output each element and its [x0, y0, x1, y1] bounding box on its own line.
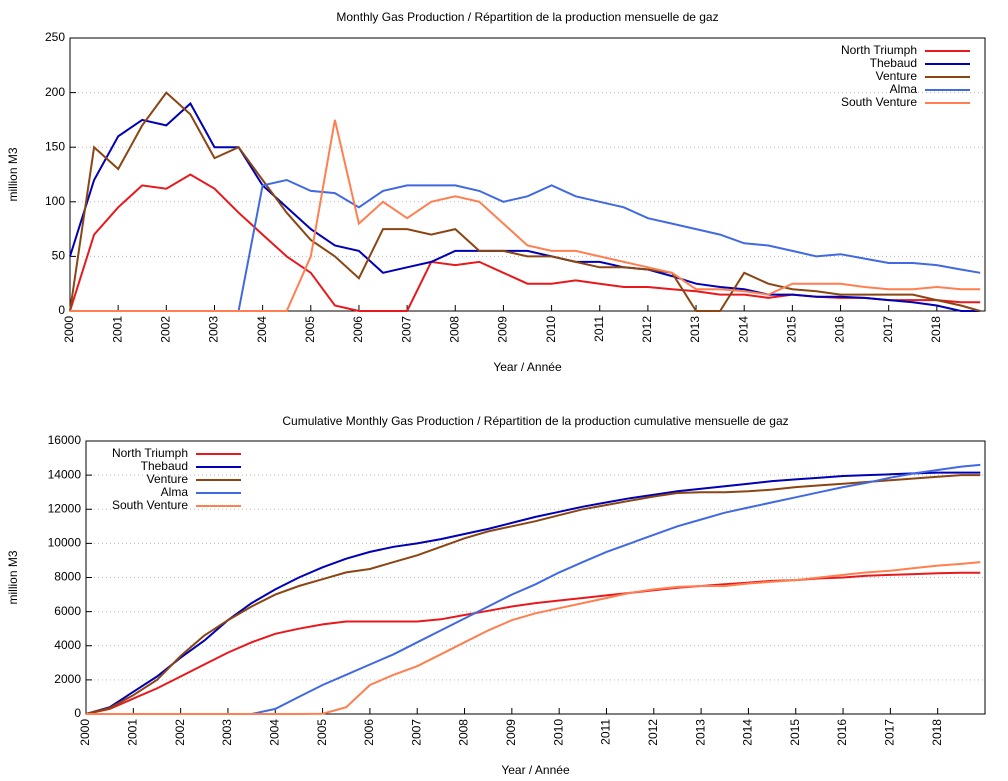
x-tick-label: 2011 — [599, 719, 613, 745]
series-line — [70, 119, 981, 312]
chart-title: Monthly Gas Production / Répartition de … — [336, 10, 718, 24]
y-tick-label: 150 — [45, 139, 65, 153]
y-tick-label: 50 — [52, 249, 66, 263]
x-tick-label: 2017 — [883, 719, 897, 746]
x-tick-label: 2000 — [78, 719, 92, 746]
x-tick-label: 2005 — [315, 719, 329, 746]
x-tick-label: 2009 — [496, 316, 510, 343]
x-tick-label: 2003 — [207, 316, 221, 343]
y-axis-label: million M3 — [6, 147, 20, 201]
legend-label: Venture — [147, 472, 189, 486]
x-tick-label: 2012 — [646, 719, 660, 746]
series-line — [69, 91, 981, 312]
legend-label: South Venture — [841, 95, 917, 109]
legend-label: Alma — [890, 82, 918, 96]
x-tick-label: 2010 — [551, 719, 565, 746]
series-line — [70, 178, 981, 312]
x-tick-label: 2014 — [736, 316, 750, 343]
y-tick-label: 10000 — [48, 536, 82, 550]
legend-label: South Venture — [112, 498, 188, 512]
x-tick-label: 2007 — [399, 316, 413, 343]
x-tick-label: 2002 — [158, 316, 172, 343]
series-line — [85, 571, 981, 715]
x-tick-label: 2012 — [640, 316, 654, 343]
y-tick-label: 4000 — [54, 638, 81, 652]
x-tick-label: 2016 — [835, 719, 849, 746]
x-tick-label: 2002 — [173, 719, 187, 746]
x-tick-label: 2000 — [62, 316, 76, 343]
x-tick-label: 2016 — [833, 316, 847, 343]
legend-label: Alma — [161, 485, 189, 499]
x-axis-label: Year / Année — [501, 763, 570, 777]
x-tick-label: 2018 — [929, 316, 943, 343]
x-tick-label: 2010 — [544, 316, 558, 343]
x-tick-label: 2005 — [303, 316, 317, 343]
x-tick-label: 2008 — [457, 719, 471, 746]
series-line — [69, 101, 981, 312]
x-tick-label: 2011 — [592, 316, 606, 342]
y-tick-label: 250 — [45, 30, 65, 44]
x-tick-label: 2013 — [693, 719, 707, 746]
y-tick-label: 0 — [58, 303, 65, 317]
series-line — [85, 474, 981, 715]
x-tick-label: 2004 — [267, 719, 281, 746]
x-tick-label: 2001 — [125, 719, 139, 746]
x-tick-label: 2017 — [881, 316, 895, 343]
legend-label: North Triumph — [112, 446, 188, 460]
x-axis-label: Year / Année — [493, 360, 562, 374]
y-tick-label: 12000 — [48, 501, 82, 515]
y-tick-label: 0 — [74, 706, 81, 720]
y-tick-label: 8000 — [54, 570, 81, 584]
x-tick-label: 2013 — [688, 316, 702, 343]
y-tick-label: 14000 — [48, 467, 82, 481]
x-tick-label: 2003 — [220, 719, 234, 746]
series-line — [86, 561, 981, 715]
x-tick-label: 2008 — [447, 316, 461, 343]
x-tick-label: 2009 — [504, 719, 518, 746]
x-tick-label: 2006 — [351, 316, 365, 343]
y-tick-label: 2000 — [54, 672, 81, 686]
legend-label: North Triumph — [841, 43, 917, 57]
y-axis-label: million M3 — [6, 550, 20, 604]
legend-label: Thebaud — [870, 56, 917, 70]
x-tick-label: 2006 — [362, 719, 376, 746]
plot-frame — [85, 440, 986, 715]
y-tick-label: 100 — [45, 194, 65, 208]
x-tick-label: 2001 — [110, 316, 124, 343]
y-tick-label: 16000 — [48, 433, 82, 447]
plot-frame — [69, 37, 986, 312]
chart-title: Cumulative Monthly Gas Production / Répa… — [282, 414, 788, 428]
x-tick-label: 2014 — [741, 719, 755, 746]
series-line — [86, 463, 981, 715]
x-tick-label: 2015 — [788, 719, 802, 746]
y-tick-label: 6000 — [54, 604, 81, 618]
x-tick-label: 2007 — [409, 719, 423, 746]
x-tick-label: 2018 — [930, 719, 944, 746]
legend-label: Thebaud — [141, 459, 188, 473]
x-tick-label: 2015 — [785, 316, 799, 343]
x-tick-label: 2004 — [255, 316, 269, 343]
legend-label: Venture — [876, 69, 918, 83]
y-tick-label: 200 — [45, 85, 65, 99]
